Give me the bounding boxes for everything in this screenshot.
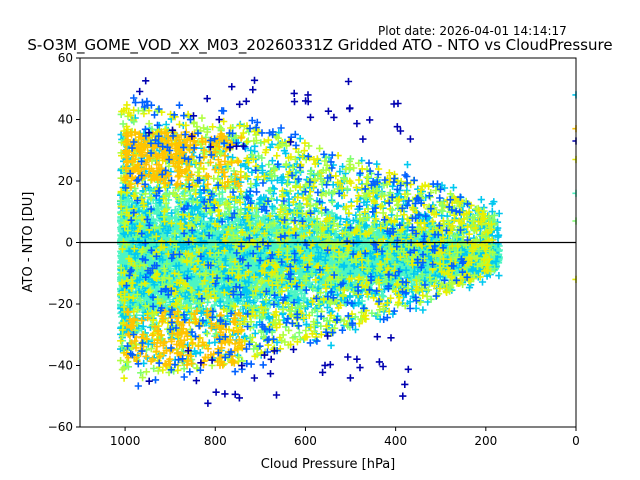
scatter-point [358,301,366,309]
plot-date: Plot date: 2026-04-01 14:14:17 [378,24,567,38]
chart-title: S-O3M_GOME_VOD_XX_M03_20260331Z Gridded … [27,36,612,55]
scatter-point [328,209,336,217]
scatter-point [171,206,179,214]
scatter-point [375,228,383,236]
scatter-point [409,282,417,290]
data-points [117,76,503,407]
scatter-point [157,202,165,211]
